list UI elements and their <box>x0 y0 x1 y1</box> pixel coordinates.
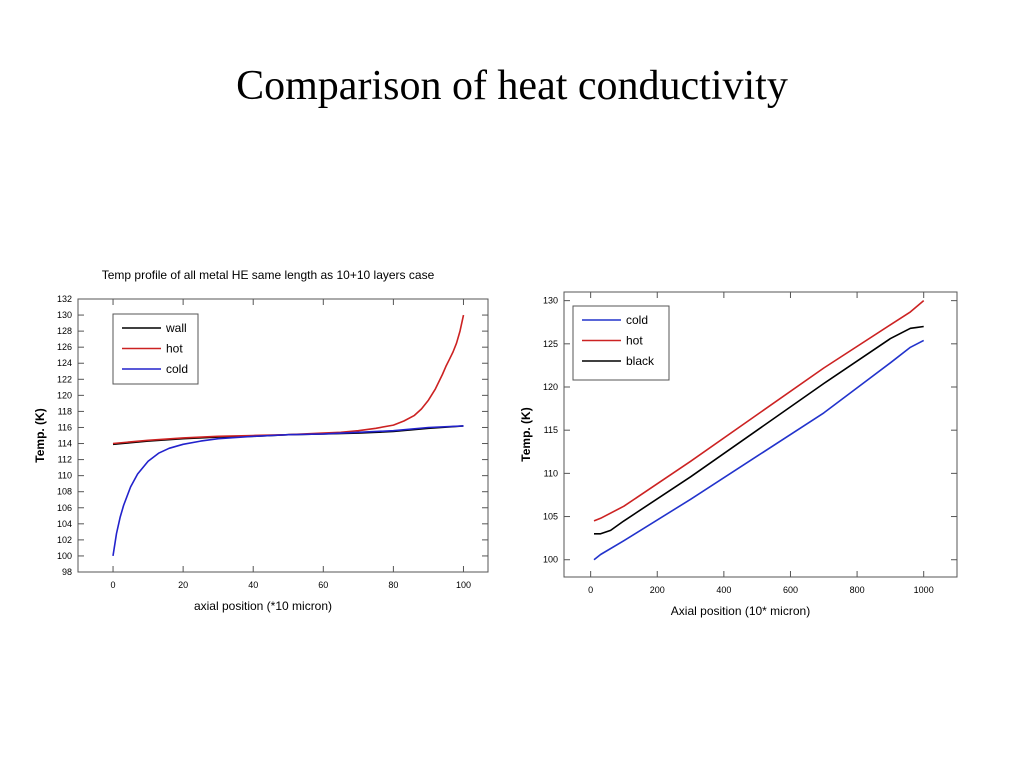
y-tick-label: 108 <box>57 487 72 497</box>
y-tick-label: 124 <box>57 358 72 368</box>
x-tick-label: 400 <box>716 585 731 595</box>
x-tick-label: 800 <box>850 585 865 595</box>
x-tick-label: 20 <box>178 580 188 590</box>
x-tick-label: 1000 <box>914 585 934 595</box>
y-tick-label: 106 <box>57 503 72 513</box>
x-tick-label: 0 <box>111 580 116 590</box>
y-tick-label: 130 <box>543 296 558 306</box>
y-tick-label: 126 <box>57 342 72 352</box>
x-tick-label: 0 <box>588 585 593 595</box>
y-tick-label: 100 <box>543 555 558 565</box>
y-tick-label: 125 <box>543 339 558 349</box>
series-line-hot <box>112 314 465 445</box>
legend-box <box>572 305 670 381</box>
y-tick-label: 105 <box>543 512 558 522</box>
x-tick-label: 40 <box>248 580 258 590</box>
x-tick-label: 200 <box>650 585 665 595</box>
slide-title: Comparison of heat conductivity <box>236 63 788 109</box>
legend-label-cold: cold <box>166 362 188 376</box>
y-tick-label: 104 <box>57 519 72 529</box>
chart-title: Temp profile of all metal HE same length… <box>102 268 435 282</box>
legend-label-black: black <box>626 354 655 368</box>
y-tick-label: 120 <box>543 382 558 392</box>
y-tick-label: 114 <box>58 439 72 449</box>
y-tick-label: 110 <box>544 468 558 478</box>
x-tick-label: 60 <box>318 580 328 590</box>
y-tick-label: 120 <box>57 390 72 400</box>
legend-label-hot: hot <box>626 334 643 348</box>
series-line-cold <box>593 339 925 561</box>
y-axis-label: Temp. (K) <box>33 408 47 462</box>
left-temperature-chart: Temp profile of all metal HE same length… <box>33 268 489 613</box>
series-line-black <box>594 325 924 535</box>
y-tick-label: 112 <box>58 455 72 465</box>
series-line-cold <box>112 425 464 557</box>
x-axis-label: Axial position (10* micron) <box>671 604 810 618</box>
series-line-hot <box>593 299 925 522</box>
plot-frame <box>77 298 489 573</box>
x-tick-label: 80 <box>388 580 398 590</box>
y-tick-label: 100 <box>57 551 72 561</box>
y-tick-label: 115 <box>544 425 558 435</box>
x-axis-label: axial position (*10 micron) <box>194 599 332 613</box>
y-tick-label: 128 <box>57 326 72 336</box>
y-tick-label: 132 <box>57 294 72 304</box>
x-tick-label: 100 <box>456 580 471 590</box>
legend-label-cold: cold <box>626 313 648 327</box>
plot-frame <box>563 291 958 578</box>
y-tick-label: 118 <box>58 406 72 416</box>
y-tick-label: 122 <box>57 374 72 384</box>
legend-label-wall: wall <box>165 321 187 335</box>
x-tick-label: 600 <box>783 585 798 595</box>
y-tick-label: 98 <box>62 567 72 577</box>
legend-label-hot: hot <box>166 342 183 356</box>
y-tick-label: 130 <box>57 310 72 320</box>
y-tick-label: 102 <box>57 535 72 545</box>
y-axis-label: Temp. (K) <box>519 407 533 461</box>
right-temperature-chart: 100 105 110 115 120 125 130 0 200 400 600 800 1000 Ax… <box>519 291 958 618</box>
y-tick-label: 116 <box>58 422 72 432</box>
y-tick-label: 110 <box>58 471 72 481</box>
